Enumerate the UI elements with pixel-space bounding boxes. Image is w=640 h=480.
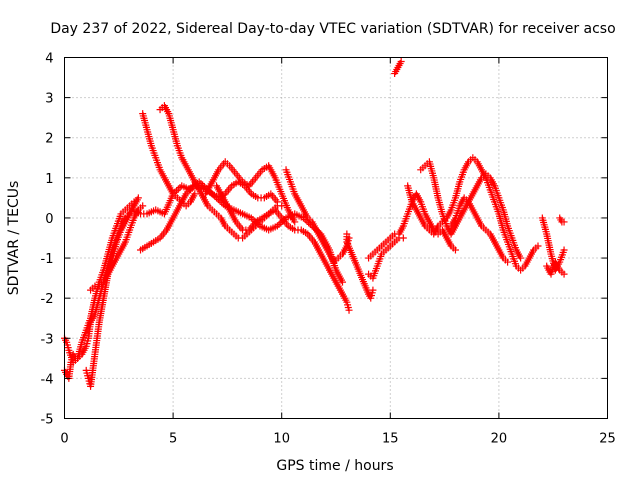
y-tick-label: -2 — [41, 292, 54, 307]
y-tick-label: 4 — [45, 52, 53, 67]
data-point-marker — [517, 254, 525, 262]
series-arc-b — [61, 198, 138, 366]
y-tick-label: 1 — [45, 172, 53, 187]
data-point-marker — [504, 258, 512, 266]
y-tick-label: 2 — [45, 132, 53, 147]
series-arc-t — [343, 230, 377, 302]
axis-ticks: 0 5 10 15 20 25 -5 -4 -3 -2 -1 0 1 2 3 4 — [41, 52, 616, 447]
y-tick-label: -3 — [41, 332, 54, 347]
data-point-marker — [134, 194, 142, 202]
data-point-marker — [560, 246, 568, 254]
data-point-marker — [139, 202, 147, 210]
data-point-marker — [560, 218, 568, 226]
series-arc-i — [213, 182, 353, 314]
series-arc-m — [391, 58, 405, 78]
data-point-marker — [291, 218, 299, 226]
data-point-marker — [560, 270, 568, 278]
data-point-marker — [273, 198, 281, 206]
data-point-marker — [369, 286, 377, 294]
data-point-marker — [534, 242, 542, 250]
grid — [64, 57, 608, 419]
series-arc-h — [202, 158, 299, 226]
data-point-marker — [397, 58, 405, 66]
series-arc-j — [282, 166, 353, 266]
series-arc-o — [417, 158, 525, 262]
x-axis-label: GPS time / hours — [276, 458, 393, 474]
series-arc-l — [365, 234, 407, 282]
chart-title: Day 237 of 2022, Sidereal Day-to-day VTE… — [50, 21, 615, 37]
data-markers — [61, 58, 568, 390]
y-tick-label: 3 — [45, 92, 53, 107]
y-tick-label: -4 — [41, 372, 54, 387]
series-arc-s — [556, 214, 568, 226]
data-point-marker — [191, 190, 199, 198]
data-point-marker — [339, 278, 347, 286]
data-point-marker — [399, 234, 407, 242]
data-point-marker — [173, 187, 181, 195]
x-tick-label: 20 — [491, 432, 508, 447]
data-point-marker — [176, 183, 184, 191]
plot-frame — [64, 57, 608, 419]
y-tick-label: -1 — [41, 252, 54, 267]
series-arc-p — [447, 194, 512, 266]
x-tick-label: 5 — [169, 432, 177, 447]
x-tick-label: 25 — [599, 432, 616, 447]
y-tick-label: 0 — [45, 212, 53, 227]
data-point-marker — [451, 246, 459, 254]
series-arc-d — [87, 202, 147, 294]
x-tick-label: 0 — [60, 432, 68, 447]
x-tick-label: 15 — [382, 432, 399, 447]
y-tick-label: -5 — [41, 413, 54, 428]
data-point-marker — [345, 306, 353, 314]
series-arc-r — [543, 258, 568, 278]
series-arc-n — [404, 154, 542, 274]
y-axis-label: SDTVAR / TECUs — [6, 181, 22, 296]
x-tick-label: 10 — [273, 432, 290, 447]
